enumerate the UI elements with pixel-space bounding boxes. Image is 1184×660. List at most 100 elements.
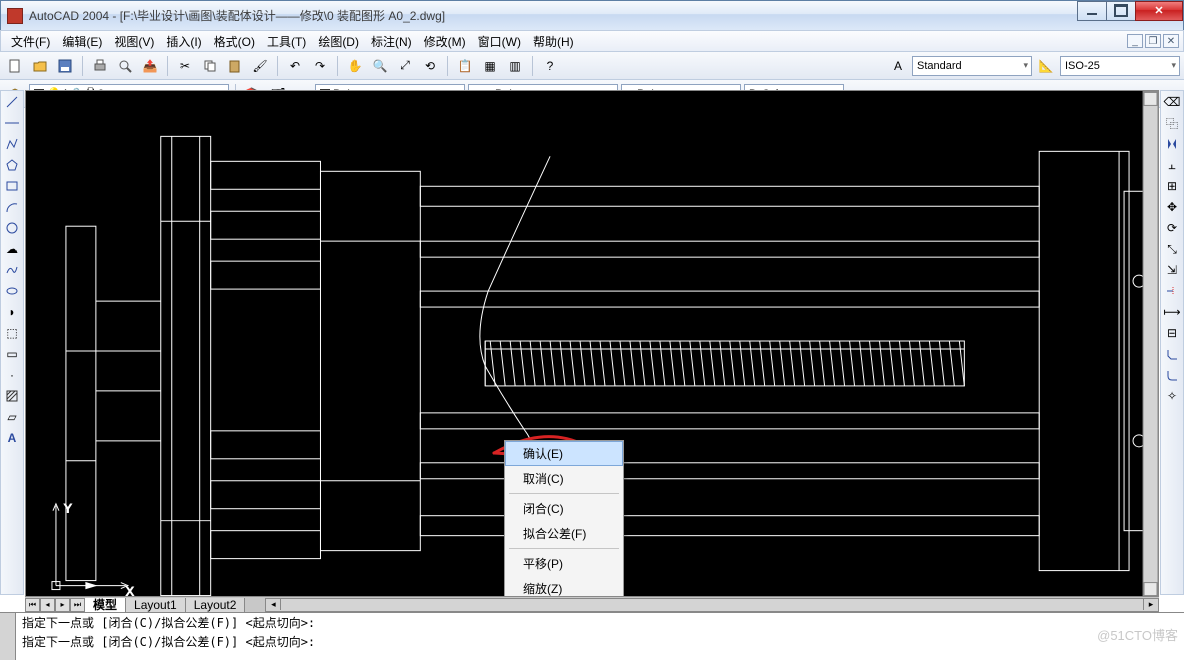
dimstyle-combo[interactable]: ISO-25 <box>1060 56 1180 76</box>
rotate-icon[interactable]: ⟳ <box>1161 218 1183 238</box>
tab-last[interactable]: ⏭ <box>70 598 85 612</box>
stretch-icon[interactable]: ⇲ <box>1161 260 1183 280</box>
spline-icon[interactable] <box>1 260 23 280</box>
rectangle-icon[interactable] <box>1 176 23 196</box>
hatch-icon[interactable] <box>1 386 23 406</box>
zoom-window-icon[interactable]: ⤢ <box>394 55 416 77</box>
app-icon <box>7 8 23 24</box>
ctx-confirm[interactable]: 确认(E) <box>505 441 623 466</box>
tab-next[interactable]: ▸ <box>55 598 70 612</box>
help-icon[interactable]: ? <box>539 55 561 77</box>
cmd-line-1: 指定下一点或 [闭合(C)/拟合公差(F)] <起点切向>: <box>18 613 1184 632</box>
menu-insert[interactable]: 插入(I) <box>160 31 207 52</box>
polygon-icon[interactable] <box>1 155 23 175</box>
undo-icon[interactable]: ↶ <box>284 55 306 77</box>
ctx-sep2 <box>509 548 619 549</box>
menu-draw[interactable]: 绘图(D) <box>312 31 365 52</box>
array-icon[interactable]: ⊞ <box>1161 176 1183 196</box>
revcloud-icon[interactable]: ☁ <box>1 239 23 259</box>
extend-icon[interactable]: ⟼ <box>1161 302 1183 322</box>
textstyle-icon[interactable]: A <box>887 55 909 77</box>
menubar: 文件(F) 编辑(E) 视图(V) 插入(I) 格式(O) 工具(T) 绘图(D… <box>0 30 1184 52</box>
offset-icon[interactable]: ⫠ <box>1161 155 1183 175</box>
pan-icon[interactable]: ✋ <box>344 55 366 77</box>
window-controls <box>1078 1 1183 21</box>
arc-icon[interactable] <box>1 197 23 217</box>
tab-model[interactable]: 模型 <box>85 598 126 612</box>
ellipse-icon[interactable] <box>1 281 23 301</box>
modify-toolbar: ⌫ ⿻ ⫠ ⊞ ✥ ⟳ ⤡ ⇲ ⟼ ⊟ ✧ <box>1160 90 1184 595</box>
maximize-button[interactable] <box>1106 1 1136 21</box>
preview-icon[interactable] <box>114 55 136 77</box>
point-icon[interactable]: · <box>1 365 23 385</box>
new-icon[interactable] <box>4 55 26 77</box>
close-button[interactable] <box>1135 1 1183 21</box>
zoom-rt-icon[interactable]: 🔍 <box>369 55 391 77</box>
pline-icon[interactable] <box>1 134 23 154</box>
publish-icon[interactable]: 📤 <box>139 55 161 77</box>
mdi-close[interactable]: ✕ <box>1163 34 1179 48</box>
window-title: AutoCAD 2004 - [F:\毕业设计\画图\装配体设计——修改\0 装… <box>29 7 1078 24</box>
cut-icon[interactable]: ✂ <box>174 55 196 77</box>
circle-icon[interactable] <box>1 218 23 238</box>
menu-help[interactable]: 帮助(H) <box>527 31 580 52</box>
paste-icon[interactable] <box>224 55 246 77</box>
tab-layout1[interactable]: Layout1 <box>126 598 186 612</box>
properties-icon[interactable]: 📋 <box>454 55 476 77</box>
line-icon[interactable] <box>1 92 23 112</box>
mtext-icon[interactable]: A <box>1 428 23 448</box>
ctx-close[interactable]: 闭合(C) <box>505 496 623 521</box>
zoom-prev-icon[interactable]: ⟲ <box>419 55 441 77</box>
move-icon[interactable]: ✥ <box>1161 197 1183 217</box>
insert-icon[interactable]: ⬚ <box>1 323 23 343</box>
chamfer-icon[interactable] <box>1161 344 1183 364</box>
menu-dimension[interactable]: 标注(N) <box>365 31 418 52</box>
copy2-icon[interactable]: ⿻ <box>1161 113 1183 133</box>
ellipsearc-icon[interactable]: ◗ <box>1 302 23 322</box>
menu-format[interactable]: 格式(O) <box>208 31 261 52</box>
toolpal-icon[interactable]: ▥ <box>504 55 526 77</box>
tab-first[interactable]: ⏮ <box>25 598 40 612</box>
explode-icon[interactable]: ✧ <box>1161 386 1183 406</box>
mdi-restore[interactable]: ❐ <box>1145 34 1161 48</box>
textstyle-combo[interactable]: Standard <box>912 56 1032 76</box>
copy-icon[interactable] <box>199 55 221 77</box>
matchprop-icon[interactable]: 🖌 <box>249 55 271 77</box>
mdi-minimize[interactable]: _ <box>1127 34 1143 48</box>
open-icon[interactable] <box>29 55 51 77</box>
menu-tools[interactable]: 工具(T) <box>261 31 312 52</box>
ctx-pan[interactable]: 平移(P) <box>505 551 623 576</box>
menu-file[interactable]: 文件(F) <box>5 31 56 52</box>
menu-view[interactable]: 视图(V) <box>108 31 160 52</box>
scale-icon[interactable]: ⤡ <box>1161 239 1183 259</box>
redo-icon[interactable]: ↷ <box>309 55 331 77</box>
cmd-scrollbar[interactable] <box>0 613 16 660</box>
menu-modify[interactable]: 修改(M) <box>418 31 472 52</box>
tab-prev[interactable]: ◂ <box>40 598 55 612</box>
region-icon[interactable]: ▱ <box>1 407 23 427</box>
command-area: 指定下一点或 [闭合(C)/拟合公差(F)] <起点切向>: 指定下一点或 [闭… <box>0 612 1184 660</box>
cmd-line-2[interactable]: 指定下一点或 [闭合(C)/拟合公差(F)] <起点切向>: <box>18 632 1184 651</box>
dimstyle-icon[interactable]: 📐 <box>1035 55 1057 77</box>
draw-toolbar: ☁ ◗ ⬚ ▭ · ▱ A <box>0 90 24 595</box>
menu-window[interactable]: 窗口(W) <box>472 31 527 52</box>
dcenter-icon[interactable]: ▦ <box>479 55 501 77</box>
trim-icon[interactable] <box>1161 281 1183 301</box>
tab-layout2[interactable]: Layout2 <box>186 598 246 612</box>
ctx-cancel[interactable]: 取消(C) <box>505 466 623 491</box>
hscrollbar[interactable] <box>265 598 1159 612</box>
save-icon[interactable] <box>54 55 76 77</box>
minimize-button[interactable] <box>1077 1 1107 21</box>
xline-icon[interactable] <box>1 113 23 133</box>
fillet-icon[interactable] <box>1161 365 1183 385</box>
ctx-fit-tol[interactable]: 拟合公差(F) <box>505 521 623 546</box>
print-icon[interactable] <box>89 55 111 77</box>
erase-icon[interactable]: ⌫ <box>1161 92 1183 112</box>
block-icon[interactable]: ▭ <box>1 344 23 364</box>
menu-edit[interactable]: 编辑(E) <box>56 31 108 52</box>
layout-tabs: ⏮ ◂ ▸ ⏭ 模型 Layout1 Layout2 <box>25 596 1159 612</box>
standard-toolbar: 📤 ✂ 🖌 ↶ ↷ ✋ 🔍 ⤢ ⟲ 📋 ▦ ▥ ? A Standard 📐 I… <box>0 52 1184 80</box>
ctx-sep <box>509 493 619 494</box>
break-icon[interactable]: ⊟ <box>1161 323 1183 343</box>
mirror-icon[interactable] <box>1161 134 1183 154</box>
